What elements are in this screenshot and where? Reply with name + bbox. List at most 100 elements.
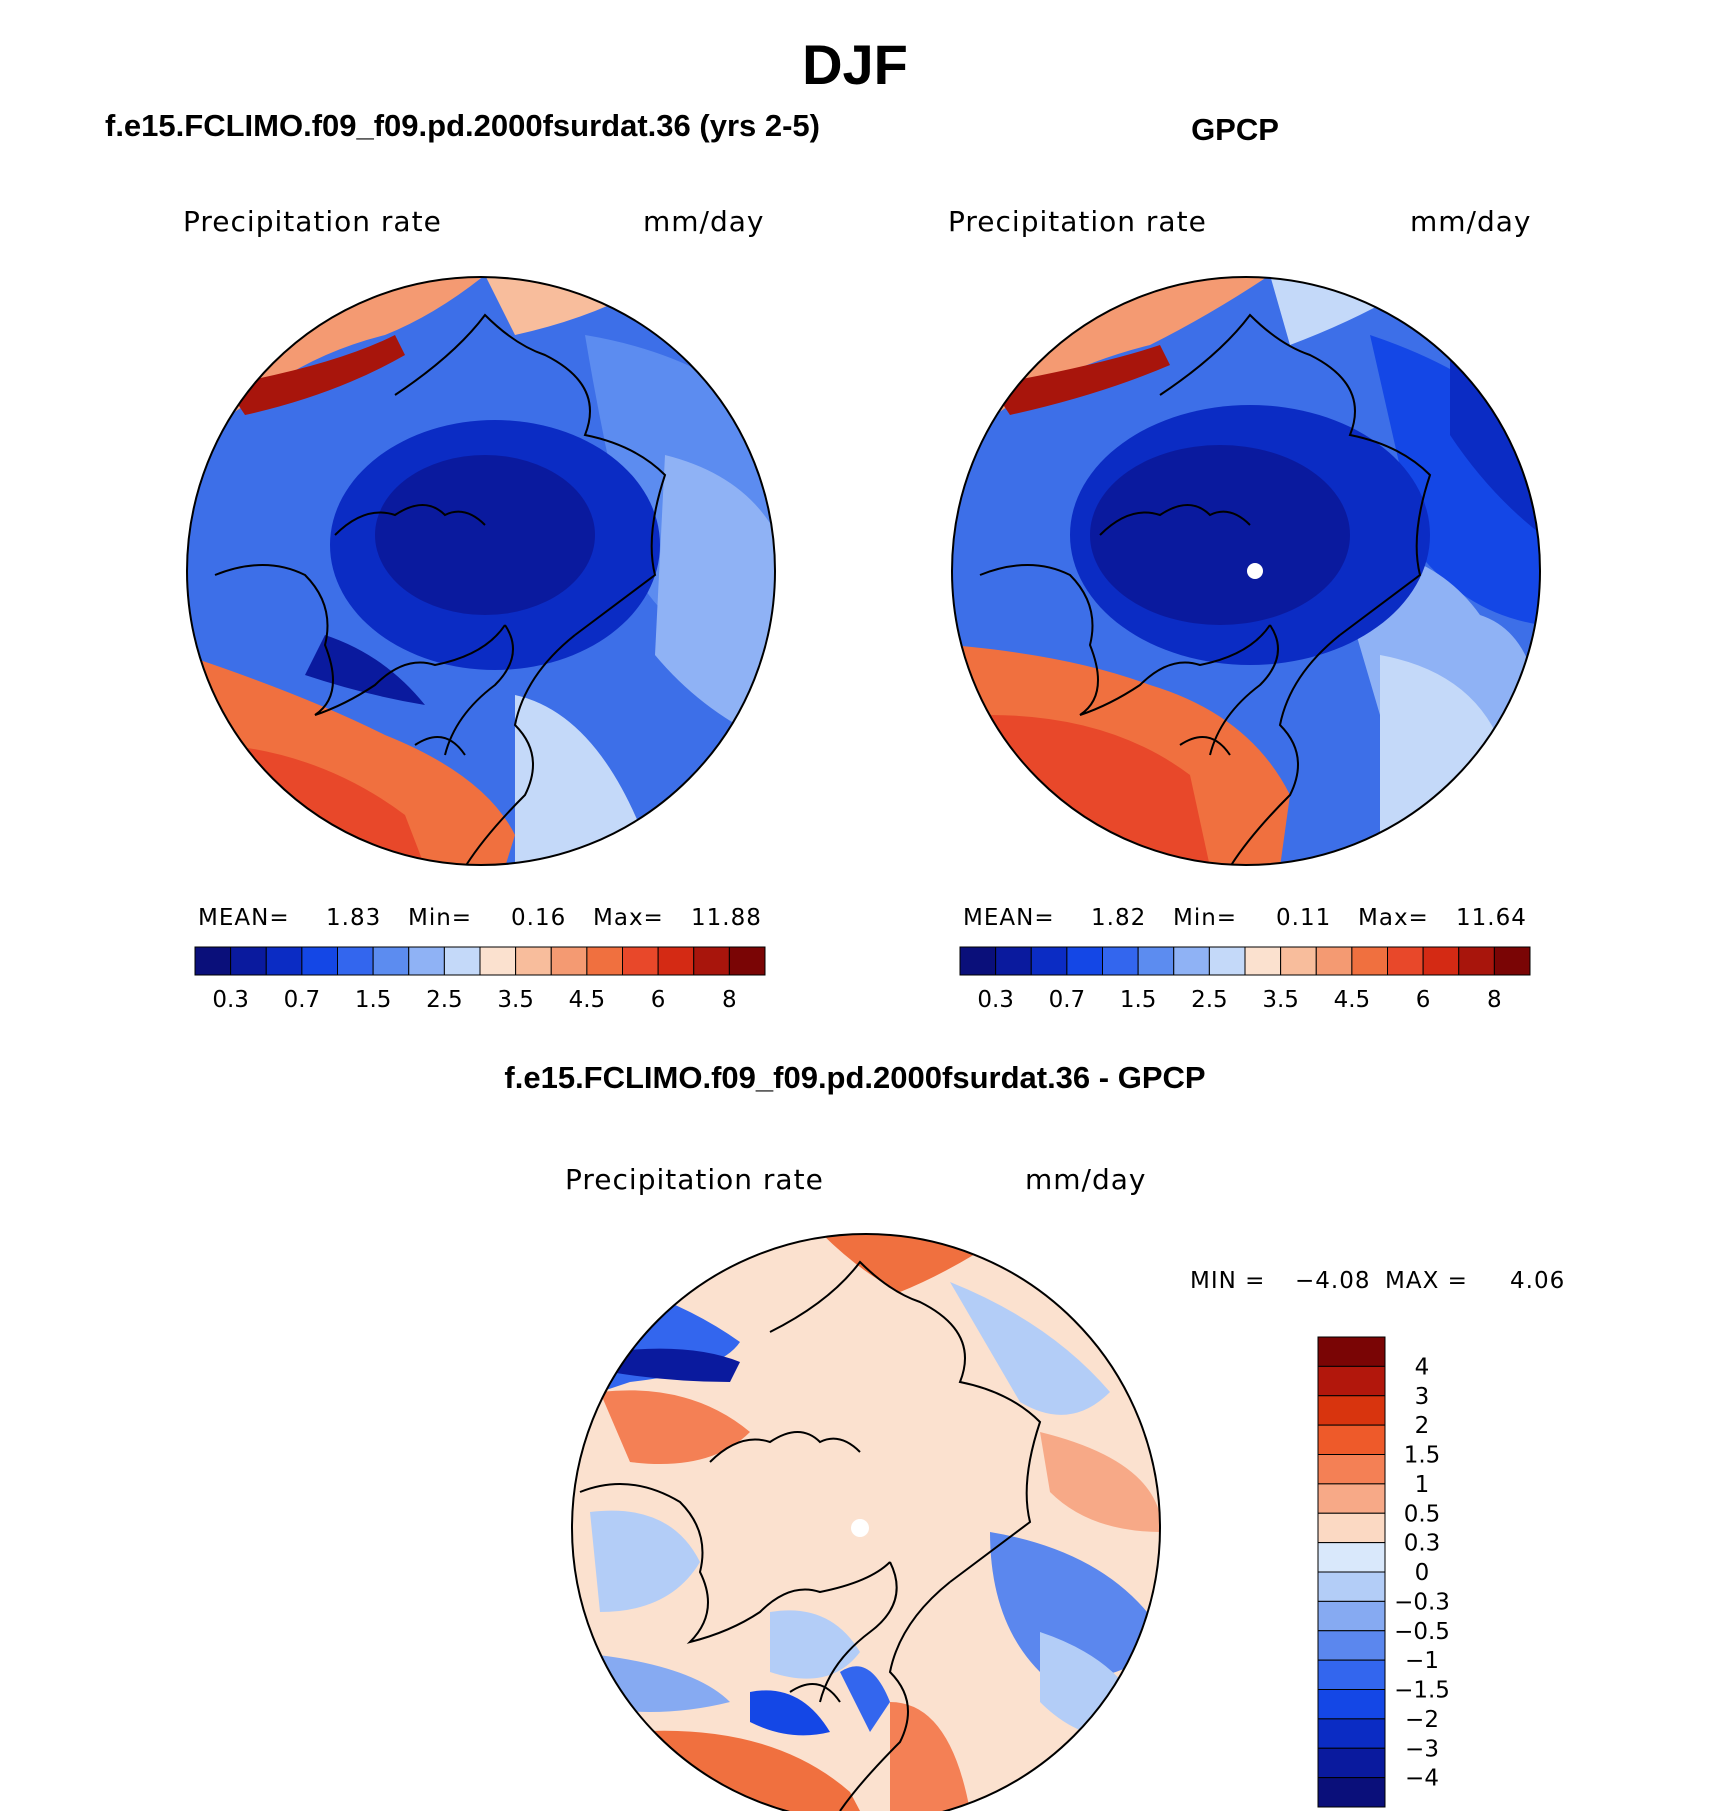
- right-colorbar: 0.3 0.7 1.5 2.5 3.5 4.5 6 8: [959, 946, 1531, 1013]
- difference-colorbar: 4 3 2 1.5 1 0.5 0.3 0 −0.3 −0.5 −1 −1.5 −2 −3 −4: [1317, 1336, 1450, 1808]
- difference-min-label: MIN =: [1190, 1268, 1266, 1294]
- left-colorbar: 0.3 0.7 1.5 2.5 3.5 4.5 6 8: [194, 946, 766, 1013]
- difference-colorbar-tick-label: 3: [1415, 1384, 1430, 1410]
- left-colorbar-tick-label: 2.5: [426, 987, 463, 1013]
- left-colorbar-swatch: [194, 946, 232, 976]
- right-mean-value: 1.82: [1091, 905, 1147, 931]
- difference-colorbar-swatch: [1317, 1747, 1386, 1779]
- left-colorbar-swatch: [622, 946, 659, 976]
- difference-colorbar-tick-label: −2: [1405, 1707, 1439, 1733]
- difference-colorbar-tick-label: 1: [1415, 1472, 1430, 1498]
- difference-colorbar-tick-label: −3: [1405, 1736, 1439, 1762]
- left-mean-label: MEAN=: [198, 905, 290, 931]
- left-colorbar-tick-label: 6: [651, 987, 666, 1013]
- left-max-value: 11.88: [691, 905, 762, 931]
- left-colorbar-tick-label: 4.5: [569, 987, 606, 1013]
- right-variable-label: Precipitation rate: [948, 205, 1207, 238]
- left-mean-value: 1.83: [326, 905, 382, 931]
- right-colorbar-tick-label: 3.5: [1262, 987, 1299, 1013]
- right-colorbar-swatch: [1030, 946, 1068, 976]
- difference-colorbar-tick-label: −1: [1405, 1648, 1439, 1674]
- difference-colorbar-tick-label: 4: [1415, 1354, 1430, 1380]
- left-max-label: Max=: [593, 905, 664, 931]
- left-colorbar-tick-label: 1.5: [355, 987, 392, 1013]
- left-colorbar-swatch: [728, 946, 766, 976]
- right-max-value: 11.64: [1456, 905, 1527, 931]
- right-colorbar-tick-label: 4.5: [1334, 987, 1371, 1013]
- difference-variable-label: Precipitation rate: [565, 1163, 824, 1196]
- difference-colorbar-swatch: [1317, 1777, 1386, 1808]
- left-colorbar-tick-label: 3.5: [497, 987, 534, 1013]
- right-min-label: Min=: [1173, 905, 1238, 931]
- right-colorbar-tick-label: 6: [1416, 987, 1431, 1013]
- right-colorbar-tick-label: 1.5: [1120, 987, 1157, 1013]
- difference-colorbar-swatch: [1317, 1365, 1386, 1397]
- difference-colorbar-tick-label: 0.5: [1404, 1501, 1441, 1527]
- left-colorbar-swatch: [301, 946, 338, 976]
- right-colorbar-swatch: [1208, 946, 1246, 976]
- difference-colorbar-swatch: [1317, 1395, 1386, 1426]
- difference-colorbar-swatch: [1317, 1571, 1386, 1602]
- left-colorbar-swatch: [265, 946, 303, 976]
- left-colorbar-swatch: [550, 946, 588, 976]
- right-max-label: Max=: [1358, 905, 1429, 931]
- right-colorbar-swatch: [959, 946, 997, 976]
- left-colorbar-swatch: [693, 946, 730, 976]
- difference-colorbar-swatch: [1317, 1542, 1386, 1573]
- right-colorbar-swatch: [1387, 946, 1424, 976]
- difference-units-label: mm/day: [1025, 1163, 1147, 1196]
- right-colorbar-swatch: [1280, 946, 1317, 976]
- right-panel-title: GPCP: [1191, 112, 1279, 147]
- right-colorbar-swatch: [1173, 946, 1210, 976]
- right-units-label: mm/day: [1410, 205, 1532, 238]
- left-colorbar-swatch: [408, 946, 445, 976]
- left-colorbar-tick-label: 8: [722, 987, 737, 1013]
- difference-colorbar-tick-label: 1.5: [1404, 1443, 1441, 1469]
- left-colorbar-swatch: [337, 946, 374, 976]
- right-colorbar-swatch: [1351, 946, 1388, 976]
- right-colorbar-swatch: [1315, 946, 1353, 976]
- right-colorbar-tick-label: 0.7: [1049, 987, 1086, 1013]
- right-colorbar-swatch: [1493, 946, 1531, 976]
- difference-colorbar-swatch: [1317, 1659, 1386, 1690]
- difference-colorbar-swatch: [1317, 1512, 1386, 1544]
- left-colorbar-swatch: [586, 946, 623, 976]
- difference-polar-map: [571, 1233, 1161, 1811]
- difference-colorbar-tick-label: 0: [1415, 1560, 1430, 1586]
- difference-panel-title: f.e15.FCLIMO.f09_f09.pd.2000fsurdat.36 -…: [504, 1060, 1206, 1095]
- right-colorbar-tick-label: 8: [1487, 987, 1502, 1013]
- difference-colorbar-swatch: [1317, 1689, 1386, 1720]
- right-colorbar-swatch: [995, 946, 1032, 976]
- left-units-label: mm/day: [643, 205, 765, 238]
- right-colorbar-swatch: [1066, 946, 1103, 976]
- difference-colorbar-tick-label: −0.3: [1394, 1589, 1450, 1615]
- left-colorbar-swatch: [230, 946, 267, 976]
- left-panel-title: f.e15.FCLIMO.f09_f09.pd.2000fsurdat.36 (…: [105, 108, 820, 143]
- right-polar-map: [951, 276, 1541, 866]
- difference-max-value: 4.06: [1510, 1268, 1566, 1294]
- left-colorbar-swatch: [657, 946, 695, 976]
- difference-colorbar-swatch: [1317, 1454, 1386, 1485]
- difference-colorbar-tick-label: −0.5: [1394, 1619, 1450, 1645]
- difference-colorbar-swatch: [1317, 1483, 1386, 1514]
- right-colorbar-swatch: [1102, 946, 1139, 976]
- difference-min-value: −4.08: [1295, 1268, 1371, 1294]
- left-colorbar-tick-label: 0.3: [212, 987, 249, 1013]
- difference-colorbar-tick-label: −4: [1405, 1766, 1439, 1792]
- difference-colorbar-swatch: [1317, 1336, 1386, 1367]
- difference-colorbar-tick-label: −1.5: [1394, 1678, 1450, 1704]
- difference-colorbar-swatch: [1317, 1424, 1386, 1455]
- right-colorbar-tick-label: 2.5: [1191, 987, 1228, 1013]
- right-min-value: 0.11: [1276, 905, 1332, 931]
- left-min-label: Min=: [408, 905, 473, 931]
- right-colorbar-swatch: [1137, 946, 1175, 976]
- left-min-value: 0.16: [511, 905, 567, 931]
- left-colorbar-swatch: [515, 946, 552, 976]
- difference-max-label: MAX =: [1385, 1268, 1468, 1294]
- right-colorbar-swatch: [1422, 946, 1460, 976]
- left-polar-map: [186, 276, 776, 866]
- right-colorbar-tick-label: 0.3: [977, 987, 1014, 1013]
- difference-colorbar-tick-label: 2: [1415, 1413, 1430, 1439]
- left-colorbar-swatch: [443, 946, 481, 976]
